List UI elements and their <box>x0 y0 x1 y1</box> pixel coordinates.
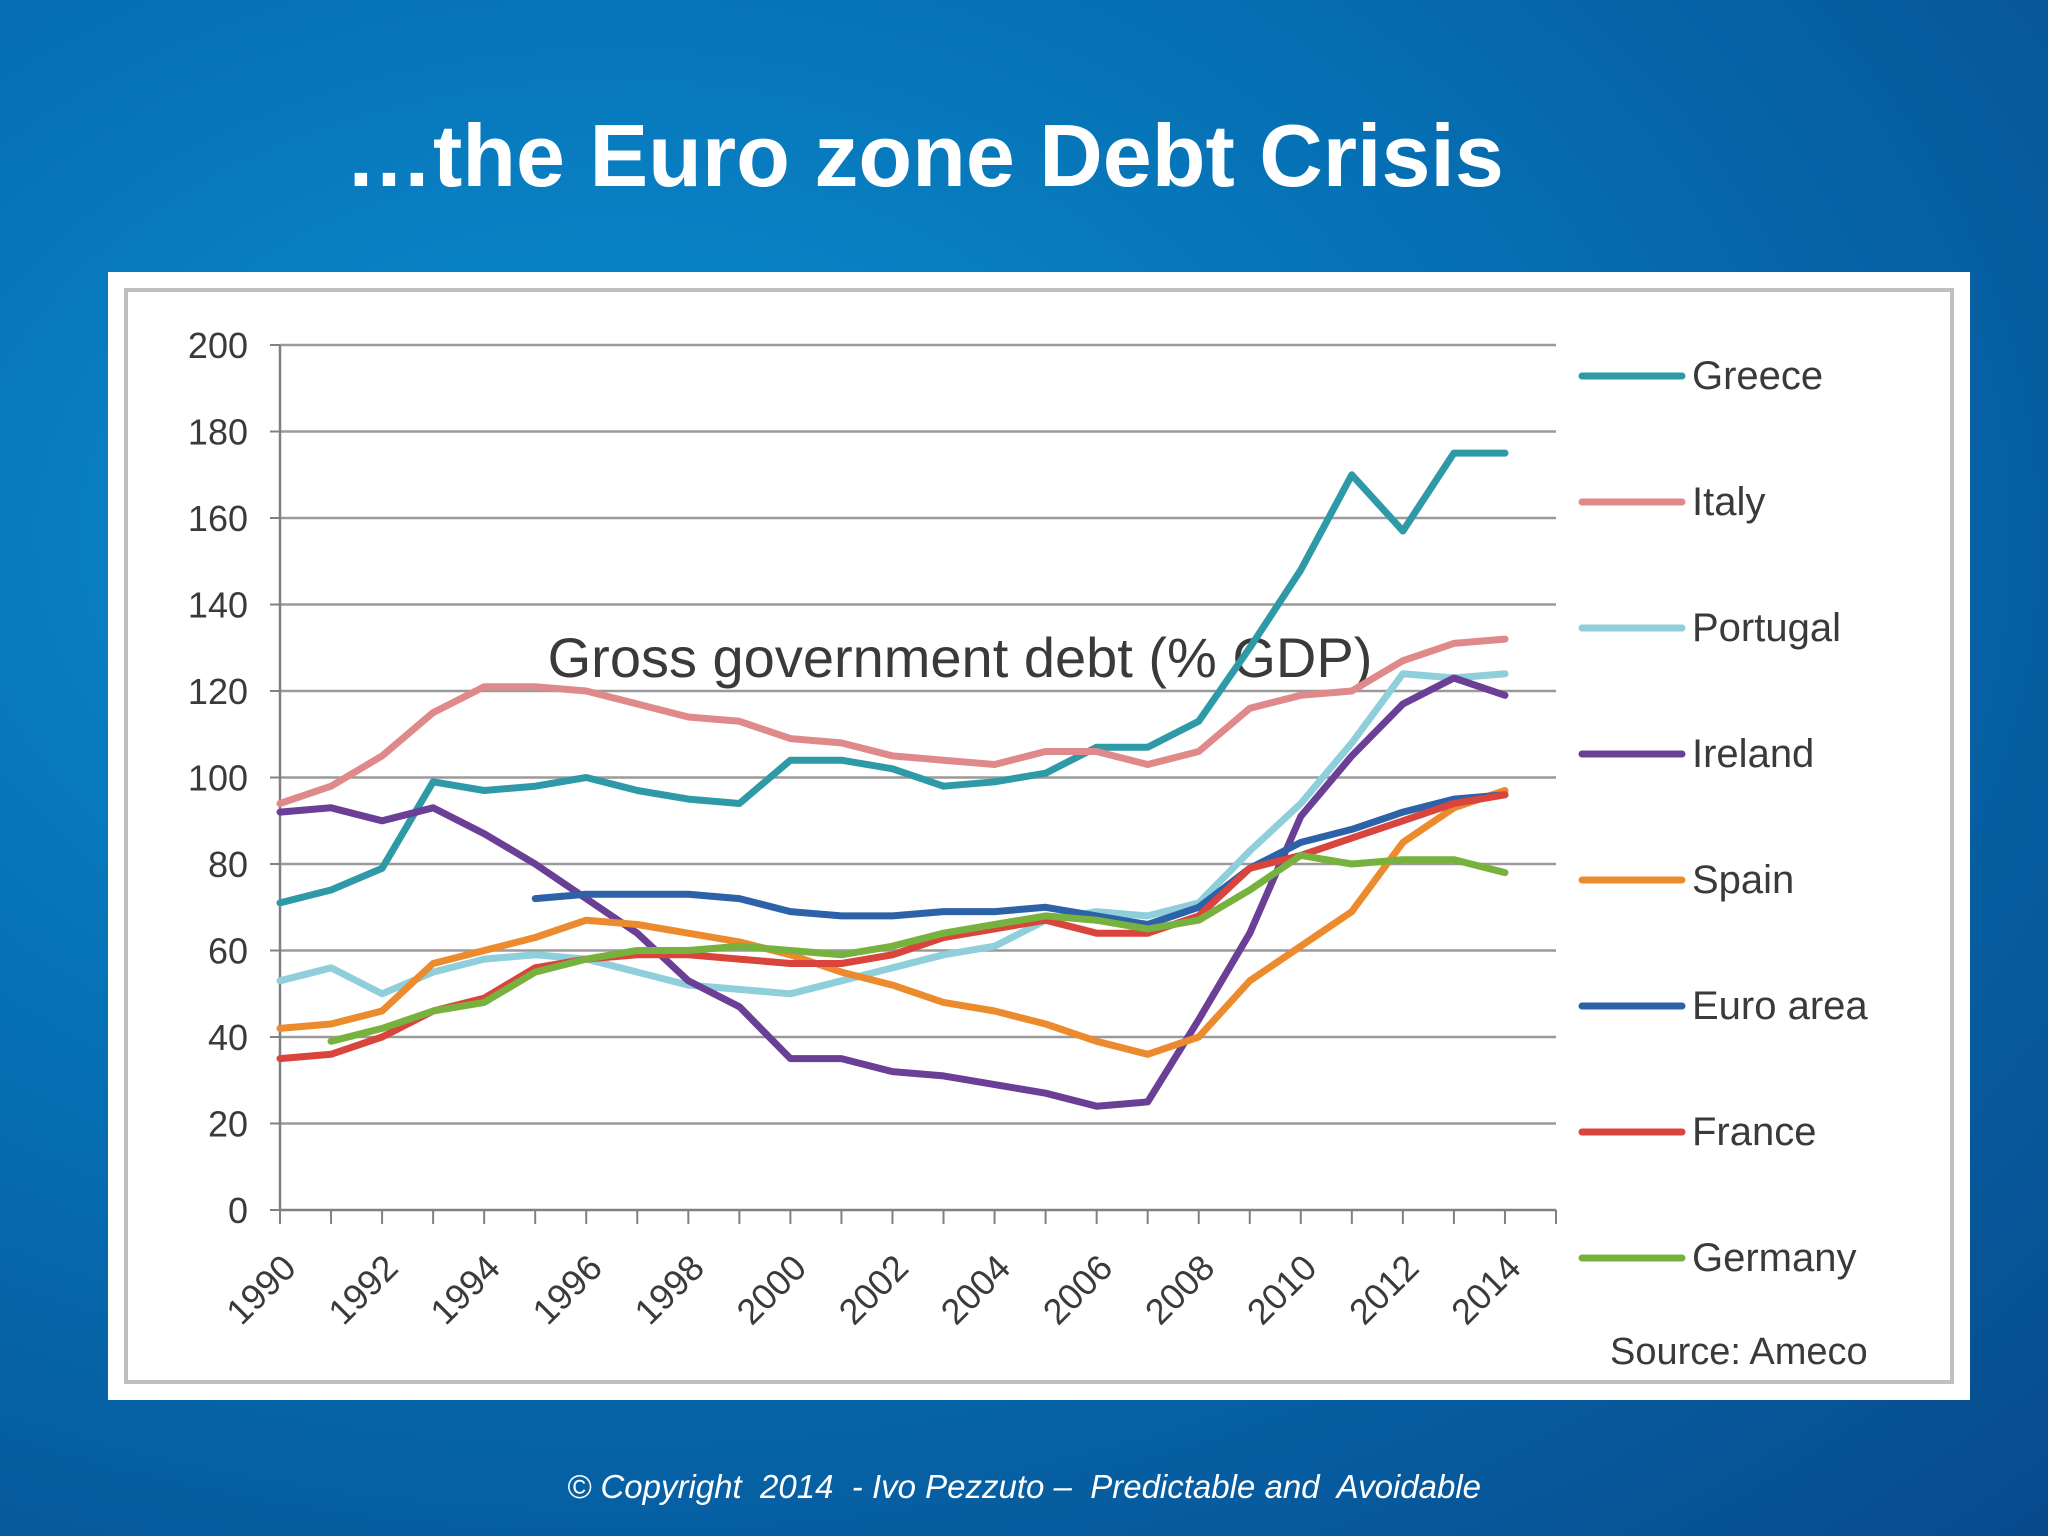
y-tick-label: 160 <box>188 498 248 539</box>
y-tick-label: 100 <box>188 758 248 799</box>
legend-label-ireland: Ireland <box>1692 732 1814 776</box>
legend-label-spain: Spain <box>1692 858 1794 902</box>
y-tick-label: 120 <box>188 671 248 712</box>
legend-label-france: France <box>1692 1110 1817 1154</box>
y-tick-label: 180 <box>188 412 248 453</box>
x-tick-label: 1992 <box>320 1247 406 1333</box>
x-tick-label: 2000 <box>728 1247 814 1333</box>
slide-title: …the Euro zone Debt Crisis <box>345 106 1504 205</box>
x-tick-label: 2002 <box>831 1247 917 1333</box>
legend: Greece Italy Portugal Ireland Spain Euro area… <box>1578 354 1868 1280</box>
series-line-spain <box>276 787 1509 1058</box>
y-tick-label: 60 <box>208 931 248 972</box>
copyright-footer: © Copyright 2014 - Ivo Pezzuto – Predict… <box>566 1468 1482 1505</box>
series-line-ireland <box>276 674 1509 1110</box>
y-tick-label: 140 <box>188 585 248 626</box>
y-tick-label: 80 <box>208 844 248 885</box>
series-line-euro-area <box>531 791 1509 928</box>
legend-label-greece: Greece <box>1692 354 1823 398</box>
legend-label-portugal: Portugal <box>1692 606 1841 650</box>
series-line-germany <box>327 851 1509 1045</box>
legend-label-italy: Italy <box>1692 480 1765 524</box>
x-tick-label: 1994 <box>422 1247 508 1333</box>
x-tick-label: 2012 <box>1341 1247 1427 1333</box>
chart-title: Gross government debt (% GDP) <box>548 626 1373 689</box>
y-tick-label: 20 <box>208 1104 248 1145</box>
chart-panel: 0 20 40 60 80 100 120 140 160 180 200 1990 1992 1994 1… <box>108 272 1970 1400</box>
x-tick-label: 1996 <box>524 1247 610 1333</box>
x-tick-label: 2006 <box>1035 1247 1121 1333</box>
series-line-greece <box>276 449 1509 907</box>
series-line-italy <box>276 635 1509 807</box>
y-tick-label: 0 <box>228 1190 248 1231</box>
x-tick-label: 1998 <box>626 1247 712 1333</box>
series-line-portugal <box>276 670 1509 998</box>
y-tick-label: 200 <box>188 325 248 366</box>
x-tick-label: 1990 <box>218 1247 304 1333</box>
x-tick-label: 2014 <box>1443 1247 1529 1333</box>
x-tick-label: 2010 <box>1239 1247 1325 1333</box>
legend-label-euro-area: Euro area <box>1692 984 1868 1028</box>
x-tick-label: 2008 <box>1137 1247 1223 1333</box>
chart-border <box>124 288 1954 1384</box>
source-note: Source: Ameco <box>1610 1331 1868 1373</box>
series-lines <box>276 449 1509 1110</box>
y-tick-label: 40 <box>208 1017 248 1058</box>
legend-label-germany: Germany <box>1692 1236 1857 1280</box>
x-tick-label: 2004 <box>933 1247 1019 1333</box>
